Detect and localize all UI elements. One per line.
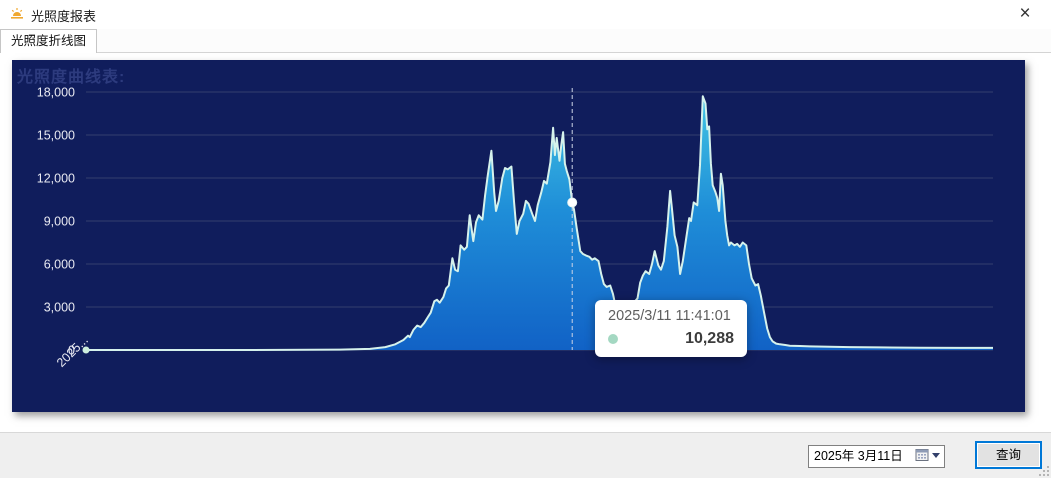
sun-app-icon (11, 8, 23, 19)
titlebar: 光照度报表 × (0, 0, 1051, 28)
chart-panel: 光照度曲线表: 0 3,000 6,000 9,000 12,000 15,000 18,0… (12, 60, 1025, 412)
date-picker-value: 2025年 3月11日 (814, 449, 903, 463)
dropdown-arrow-icon[interactable] (932, 452, 940, 458)
svg-text:3,000: 3,000 (44, 301, 75, 315)
svg-text:12,000: 12,000 (37, 172, 75, 186)
calendar-icon (915, 449, 929, 461)
query-button[interactable]: 查询 (975, 441, 1042, 469)
hovered-point-marker (567, 197, 578, 208)
content-area: 光照度曲线表: 0 3,000 6,000 9,000 12,000 15,000 18,0… (0, 53, 1051, 432)
series-area (86, 96, 993, 350)
tab-strip: 光照度折线图 (0, 29, 1051, 53)
series-start-dot (82, 346, 90, 354)
date-picker[interactable]: 2025年 3月11日 (808, 445, 945, 468)
tooltip-value: 10,288 (685, 330, 734, 347)
tooltip-series-dot-icon (608, 334, 618, 344)
chart-title: 光照度曲线表: (17, 69, 126, 86)
svg-text:0: 0 (68, 344, 75, 358)
chart-tooltip: 2025/3/11 11:41:01 10,288 (595, 300, 747, 357)
svg-text:9,000: 9,000 (44, 215, 75, 229)
svg-text:6,000: 6,000 (44, 258, 75, 272)
y-axis-labels: 0 3,000 6,000 9,000 12,000 15,000 18,000 (37, 86, 75, 358)
tab-line-chart[interactable]: 光照度折线图 (0, 29, 98, 53)
series-line (86, 95, 993, 351)
resize-grip-icon[interactable] (1037, 464, 1049, 476)
window-title: 光照度报表 (31, 9, 97, 24)
tooltip-datetime: 2025/3/11 11:41:01 (608, 308, 731, 324)
svg-text:15,000: 15,000 (37, 129, 75, 143)
footer-bar: 2025年 3月11日 查询 (0, 432, 1051, 478)
illuminance-area-chart[interactable]: 0 3,000 6,000 9,000 12,000 15,000 18,000 (12, 60, 1025, 412)
svg-text:18,000: 18,000 (37, 86, 75, 100)
close-button[interactable]: × (1019, 3, 1031, 24)
